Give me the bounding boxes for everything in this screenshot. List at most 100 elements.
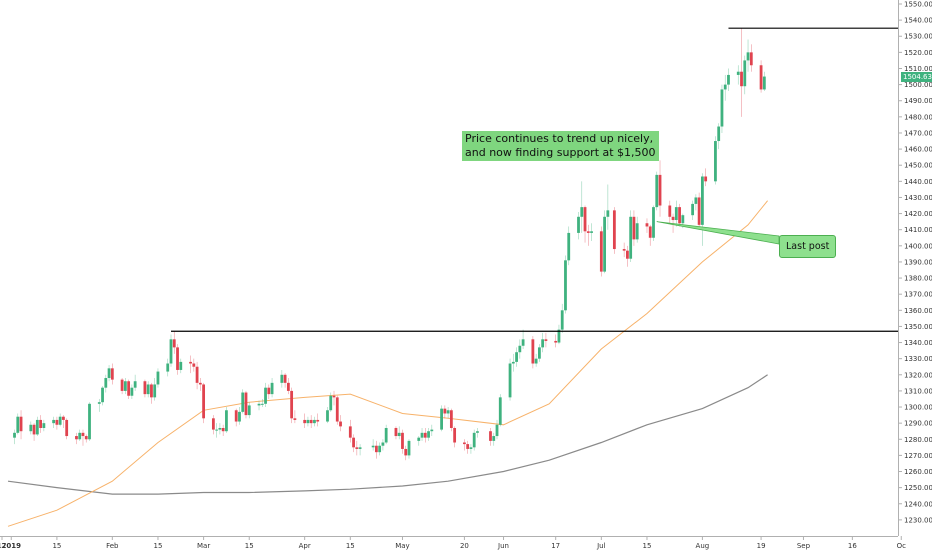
candle: [567, 226, 571, 266]
candle: [401, 429, 404, 454]
candle-body: [704, 176, 708, 182]
candle-body: [107, 368, 111, 379]
x-axis-ticks: 17201915Feb15Mar15Apr15May20Jun17Jul15Au…: [0, 536, 906, 550]
candle: [407, 439, 411, 459]
candle-body: [427, 431, 430, 438]
candle-body: [407, 440, 411, 456]
candle: [749, 44, 753, 72]
candle-body: [489, 431, 492, 441]
candle-body: [515, 352, 518, 362]
y-tick-label: 1550.00: [904, 1, 932, 9]
candle: [264, 382, 267, 408]
candle-body: [717, 126, 721, 142]
last-post-label: Last post: [786, 241, 830, 252]
candle: [97, 398, 101, 412]
candle-body: [449, 410, 453, 428]
candle: [332, 390, 336, 406]
candle-body: [244, 392, 248, 416]
candle: [348, 419, 352, 443]
candle: [443, 405, 447, 419]
candle-body: [498, 397, 502, 425]
x-tick-label: Mar: [197, 542, 210, 550]
candle-body: [599, 231, 603, 272]
candle: [674, 200, 678, 227]
candle: [316, 413, 320, 427]
candle: [39, 415, 43, 433]
candle-body: [495, 424, 499, 437]
y-tick-label: 1450.00: [904, 162, 932, 170]
x-tick-label: 15: [154, 542, 163, 550]
candle-body: [655, 174, 659, 208]
x-tick-label: Feb: [106, 542, 119, 550]
candle-body: [423, 432, 427, 438]
candle: [717, 123, 721, 150]
callout-connector: [656, 221, 780, 245]
candle: [720, 84, 724, 133]
candle: [202, 382, 206, 424]
y-tick-label: 1320.00: [904, 371, 932, 379]
last-post-callout[interactable]: Last post: [779, 235, 837, 258]
candle: [244, 390, 248, 419]
candle-body: [286, 382, 290, 391]
candle: [404, 445, 408, 461]
candle: [225, 407, 228, 433]
candle: [150, 382, 153, 404]
candle: [280, 369, 284, 388]
candle-body: [603, 216, 606, 272]
candle: [463, 439, 466, 451]
y-tick-label: 1330.00: [904, 355, 932, 363]
candle: [303, 413, 307, 428]
candle: [626, 245, 629, 267]
candle-body: [521, 339, 525, 346]
candle: [629, 210, 633, 262]
candle-body: [746, 52, 750, 61]
candle: [554, 334, 558, 348]
candle-body: [743, 60, 747, 87]
candle: [603, 210, 606, 274]
candle-body: [290, 390, 294, 419]
candle-body: [714, 141, 717, 182]
axes: [0, 0, 899, 537]
candle: [198, 378, 202, 391]
candle-body: [247, 405, 251, 416]
candle-body: [648, 226, 652, 238]
candle: [35, 416, 39, 437]
candle: [52, 416, 56, 428]
y-tick-label: 1280.00: [904, 436, 932, 444]
candle: [449, 408, 453, 432]
y-tick-label: 1480.00: [904, 113, 932, 121]
candle: [104, 374, 108, 393]
candle: [544, 332, 548, 348]
y-tick-label: 1460.00: [904, 146, 932, 154]
candle-body: [211, 418, 215, 430]
candle: [736, 65, 740, 85]
candle-body: [189, 361, 192, 364]
y-tick-label: 1470.00: [904, 129, 932, 137]
candle-body: [13, 432, 16, 438]
y-tick-label: 1240.00: [904, 500, 932, 508]
candle: [417, 436, 421, 446]
candle-body: [531, 339, 535, 364]
y-tick-label: 1250.00: [904, 484, 932, 492]
candle-body: [97, 402, 101, 404]
candle-body: [16, 416, 20, 433]
candle: [537, 344, 541, 362]
candle-body: [583, 207, 587, 232]
candle: [381, 439, 385, 451]
x-tick-label: Jun: [497, 542, 509, 550]
y-tick-label: 1530.00: [904, 33, 932, 41]
candle: [84, 434, 88, 443]
candle-body: [674, 207, 678, 221]
candle-body: [358, 447, 362, 449]
candle-body: [518, 345, 522, 353]
candle-body: [446, 410, 450, 414]
candle-body: [508, 363, 512, 398]
candle-body: [264, 387, 267, 404]
candle-body: [153, 384, 157, 398]
candle: [172, 331, 176, 354]
candle: [176, 344, 179, 375]
x-tick-label: 15: [245, 542, 254, 550]
candle: [215, 423, 219, 438]
candle-body: [622, 249, 626, 251]
